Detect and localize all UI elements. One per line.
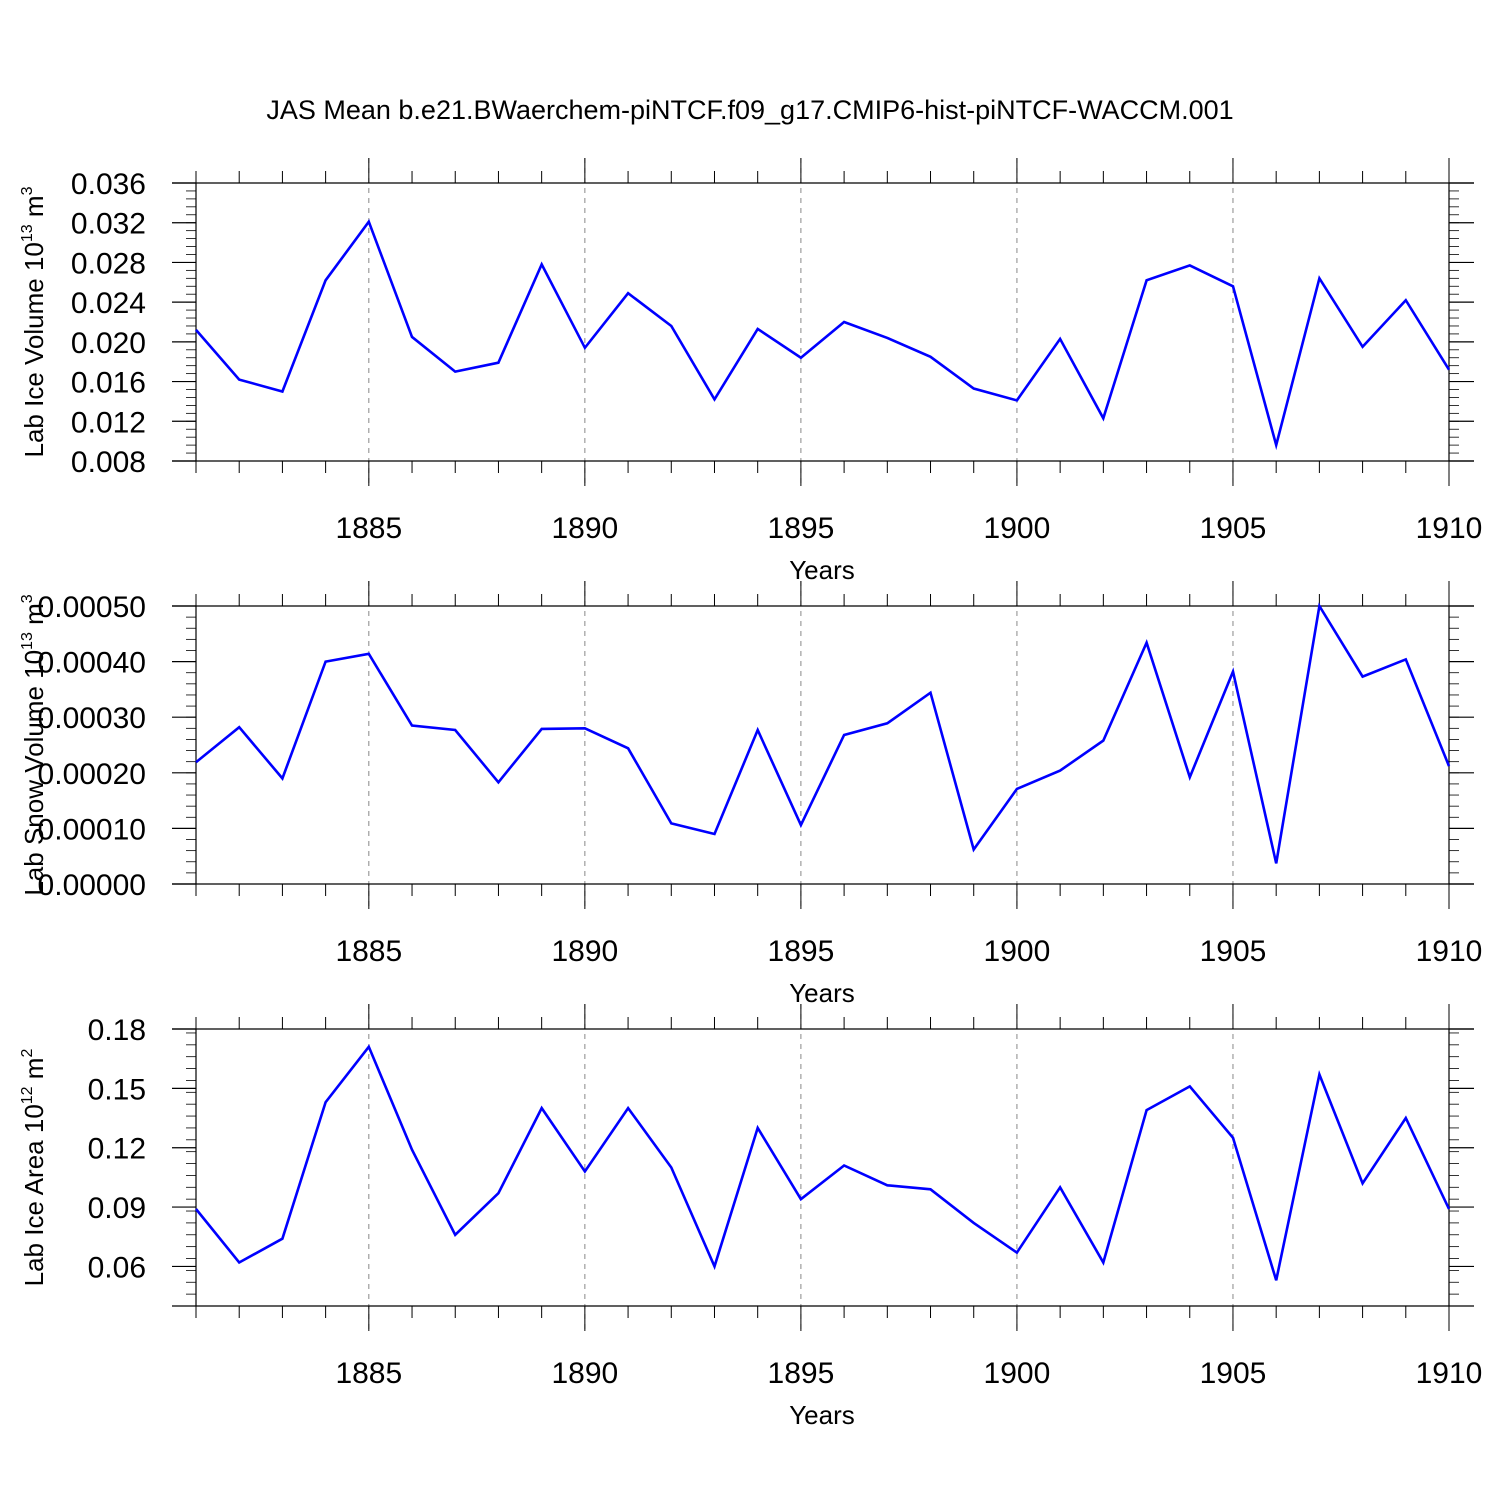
y-tick-label: 0.020 bbox=[71, 327, 146, 360]
y-axis-title-text: Lab Ice Volume 10 bbox=[19, 242, 49, 457]
y-tick-label: 0.008 bbox=[71, 446, 146, 479]
y-axis-title-exponent: 13 bbox=[19, 224, 36, 242]
y-tick-label: 0.00000 bbox=[38, 869, 146, 902]
x-tick-label: 1905 bbox=[1200, 1357, 1267, 1390]
y-axis-title-exponent: 13 bbox=[19, 632, 36, 650]
y-tick-label: 0.012 bbox=[71, 406, 146, 439]
y-axis-title: Lab Ice Volume 1013 m3 bbox=[19, 186, 49, 457]
x-tick-label: 1900 bbox=[984, 1357, 1051, 1390]
x-tick-label: 1890 bbox=[551, 935, 618, 968]
chart-panel-1: 0.008 0.012 0.016 0.020 0.024 0.028 0.032 0.036… bbox=[19, 158, 1482, 585]
x-axis-title: Years bbox=[789, 1400, 855, 1430]
x-tick-label: 1895 bbox=[768, 935, 835, 968]
y-axis-title: Lab Ice Area 1012 m2 bbox=[19, 1049, 49, 1287]
y-tick-label: 0.00010 bbox=[38, 813, 146, 846]
y-axis-title-unit-exponent: 2 bbox=[19, 1049, 36, 1058]
x-tick-label: 1895 bbox=[768, 512, 835, 545]
y-tick-label: 0.036 bbox=[71, 168, 146, 201]
chart-panel-2: 0.00000 0.00010 0.00020 0.00030 0.00040 0.000… bbox=[19, 581, 1482, 1008]
x-tick-label: 1905 bbox=[1200, 935, 1267, 968]
x-tick-label: 1910 bbox=[1416, 935, 1483, 968]
x-tick-label: 1885 bbox=[335, 512, 402, 545]
series-line bbox=[195, 602, 1451, 864]
y-tick-label: 0.032 bbox=[71, 208, 146, 241]
x-tick-label: 1890 bbox=[551, 1357, 618, 1390]
x-tick-label: 1885 bbox=[335, 1357, 402, 1390]
x-tick-label: 1910 bbox=[1416, 1357, 1483, 1390]
x-axis-title: Years bbox=[789, 978, 855, 1008]
x-tick-label: 1890 bbox=[551, 512, 618, 545]
x-tick-label: 1900 bbox=[984, 512, 1051, 545]
x-tick-label: 1910 bbox=[1416, 512, 1483, 545]
y-tick-label: 0.06 bbox=[88, 1251, 146, 1284]
series-line bbox=[195, 218, 1451, 451]
y-tick-label: 0.00040 bbox=[38, 647, 146, 680]
panels: 0.008 0.012 0.016 0.020 0.024 0.028 0.032 0.036… bbox=[19, 158, 1482, 1430]
y-axis-title-unit-exponent: 3 bbox=[19, 186, 36, 195]
y-tick-label: 0.12 bbox=[88, 1133, 146, 1166]
figure-title: JAS Mean b.e21.BWaerchem-piNTCF.f09_g17.… bbox=[266, 95, 1233, 125]
y-tick-label: 0.016 bbox=[71, 367, 146, 400]
y-axis-title-unit: m bbox=[19, 603, 49, 632]
y-tick-label: 0.15 bbox=[88, 1073, 146, 1106]
y-axis-title-text: Lab Ice Area 10 bbox=[19, 1104, 49, 1286]
y-tick-label: 0.028 bbox=[71, 247, 146, 280]
y-tick-label: 0.024 bbox=[71, 287, 146, 320]
y-axis-title-unit: m bbox=[19, 195, 49, 224]
y-axis-title-exponent: 12 bbox=[19, 1086, 36, 1104]
x-tick-label: 1900 bbox=[984, 935, 1051, 968]
x-tick-label: 1895 bbox=[768, 1357, 835, 1390]
chart-panel-3: 0.06 0.09 0.12 0.15 0.18 1885 1890 1895 1900 1905… bbox=[19, 1004, 1482, 1430]
y-tick-label: 0.18 bbox=[88, 1014, 146, 1047]
y-tick-label: 0.09 bbox=[88, 1192, 146, 1225]
x-axis-title: Years bbox=[789, 555, 855, 585]
y-axis-title-unit-exponent: 3 bbox=[19, 594, 36, 603]
y-axis-title-text: Lab Snow Volume 10 bbox=[19, 650, 49, 896]
y-axis-title-unit: m bbox=[19, 1058, 49, 1087]
y-tick-label: 0.00030 bbox=[38, 702, 146, 735]
x-tick-label: 1885 bbox=[335, 935, 402, 968]
y-tick-label: 0.00020 bbox=[38, 758, 146, 791]
y-tick-label: 0.00050 bbox=[38, 591, 146, 624]
x-tick-label: 1905 bbox=[1200, 512, 1267, 545]
series-line bbox=[194, 1044, 1451, 1281]
y-axis-title: Lab Snow Volume 1013 m3 bbox=[19, 594, 49, 895]
